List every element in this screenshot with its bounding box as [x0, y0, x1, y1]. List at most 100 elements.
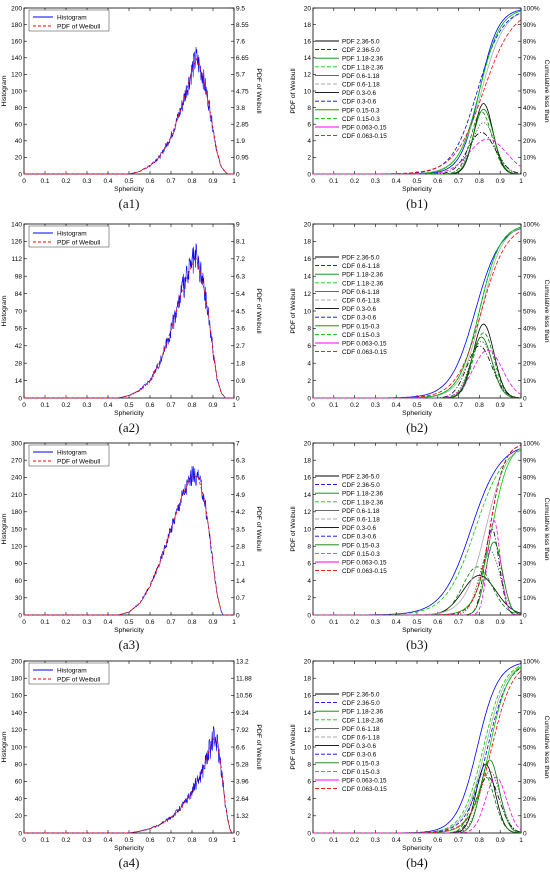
- x-tick-label: 0.1: [329, 178, 338, 185]
- x-tick-label: 0.1: [40, 178, 49, 185]
- y-tick-label: 180: [11, 509, 22, 516]
- x-tick-label: 0.5: [412, 837, 421, 844]
- y2-tick-label: 7.2: [236, 256, 245, 263]
- x-tick-label: 0: [22, 402, 26, 409]
- series-weibull-pdf-line: [24, 57, 234, 175]
- y-tick-label: 200: [11, 5, 22, 12]
- x-tick-label: 0: [311, 837, 315, 844]
- y2-tick-label: 20%: [523, 138, 536, 145]
- y2-tick-label: 2.85: [236, 122, 249, 129]
- x-tick-label: 1: [519, 178, 523, 185]
- y2-tick-label: 80%: [523, 256, 536, 263]
- y-tick-label: 0: [18, 395, 22, 402]
- y-tick-label: 0: [307, 171, 311, 178]
- x-tick-label: 0.9: [208, 178, 217, 185]
- y2-tick-label: 10%: [523, 378, 536, 385]
- y-tick-label: 20: [304, 5, 312, 12]
- x-axis-label: Sphericity: [114, 627, 144, 634]
- y2-tick-label: 7: [236, 440, 240, 447]
- y-tick-label: 20: [304, 440, 312, 447]
- x-tick-label: 0.3: [371, 619, 380, 626]
- x-tick-label: 0.2: [350, 178, 359, 185]
- y2-tick-label: 3.8: [236, 105, 245, 112]
- x-axis-label: Sphericity: [402, 410, 432, 417]
- legend-label: PDF 0.15-0.3: [342, 323, 380, 330]
- legend-label: PDF of Weibull: [57, 677, 101, 684]
- y-tick-label: 4: [307, 361, 311, 368]
- y2-tick-label: 5.7: [236, 72, 245, 79]
- y-tick-label: 6: [307, 561, 311, 568]
- y-tick-label: 240: [11, 475, 22, 482]
- y2-tick-label: 2.7: [236, 343, 245, 350]
- x-tick-label: 0.4: [103, 837, 112, 844]
- x-tick-label: 1: [519, 837, 523, 844]
- y2-tick-label: 6.6: [236, 744, 245, 751]
- y-tick-label: 30: [15, 595, 23, 602]
- legend-label: CDF 1.18-2.36: [342, 499, 384, 506]
- y-tick-label: 8: [307, 544, 311, 551]
- y2-tick-label: 1.9: [236, 138, 245, 145]
- y-tick-label: 10: [304, 526, 312, 533]
- y-tick-label: 18: [304, 22, 312, 29]
- plot-frame: [23, 660, 235, 834]
- x-tick-label: 0.8: [187, 402, 196, 409]
- x-tick-label: 0.3: [82, 837, 91, 844]
- y-tick-label: 12: [304, 72, 312, 79]
- x-tick-label: 0.4: [103, 402, 112, 409]
- y-tick-label: 140: [11, 221, 22, 228]
- legend-label: PDF 2.36-5.0: [342, 692, 380, 699]
- y2-tick-label: 0: [523, 830, 527, 837]
- y2-tick-label: 3.96: [236, 779, 249, 786]
- legend-label: PDF 2.36-5.0: [342, 39, 380, 46]
- y-tick-label: 10: [304, 308, 312, 315]
- y2-tick-label: 13.2: [236, 658, 249, 665]
- y2-tick-label: 100%: [523, 440, 540, 447]
- panel-caption: (b3): [406, 637, 428, 652]
- y-tick-label: 200: [11, 658, 22, 665]
- y2-tick-label: 30%: [523, 561, 536, 568]
- y-tick-label: 8: [307, 105, 311, 112]
- y-tick-label: 98: [15, 274, 23, 281]
- panel-caption: (a4): [119, 855, 140, 870]
- x-tick-label: 0.8: [187, 837, 196, 844]
- x-tick-label: 0.2: [61, 837, 70, 844]
- y-tick-label: 42: [15, 343, 23, 350]
- y-tick-label: 40: [15, 138, 23, 145]
- y-tick-label: 28: [15, 361, 23, 368]
- x-tick-label: 0.1: [329, 402, 338, 409]
- x-tick-label: 0: [22, 619, 26, 626]
- legend-label: PDF 0.15-0.3: [342, 760, 380, 767]
- y2-tick-label: 70%: [523, 274, 536, 281]
- y-tick-label: 112: [12, 256, 23, 263]
- legend-label: CDF 0.6-1.18: [342, 263, 380, 270]
- x-tick-label: 0.5: [412, 178, 421, 185]
- x-tick-label: 0.5: [124, 402, 133, 409]
- y2-axis-label: PDF of Weibull: [255, 724, 262, 770]
- y2-tick-label: 40%: [523, 105, 536, 112]
- y2-tick-label: 0: [523, 395, 527, 402]
- y-tick-label: 18: [304, 239, 312, 246]
- y2-tick-label: 8.55: [236, 22, 249, 29]
- y-tick-label: 180: [11, 22, 22, 29]
- x-tick-label: 0.2: [61, 178, 70, 185]
- y2-tick-label: 50%: [523, 88, 536, 95]
- y-tick-label: 16: [304, 256, 312, 263]
- legend-label: CDF 1.18-2.36: [342, 717, 384, 724]
- y-tick-label: 10: [304, 744, 312, 751]
- legend-label: CDF 2.36-5.0: [342, 482, 380, 489]
- legend-label: Histogram: [57, 231, 87, 238]
- legend-label: PDF 0.15-0.3: [342, 542, 380, 549]
- y2-tick-label: 11.88: [236, 676, 252, 683]
- panel-caption: (a1): [119, 196, 140, 211]
- legend-label: Histogram: [57, 668, 87, 675]
- panel-caption: (a2): [119, 420, 140, 435]
- series-pdf-line: [313, 340, 522, 399]
- y-tick-label: 210: [11, 492, 22, 499]
- x-tick-label: 0.6: [433, 402, 442, 409]
- x-tick-label: 0.3: [82, 619, 91, 626]
- x-tick-label: 0.6: [433, 619, 442, 626]
- x-tick-label: 0.3: [82, 178, 91, 185]
- x-tick-label: 0.4: [392, 178, 401, 185]
- y2-tick-label: 10.56: [236, 693, 253, 700]
